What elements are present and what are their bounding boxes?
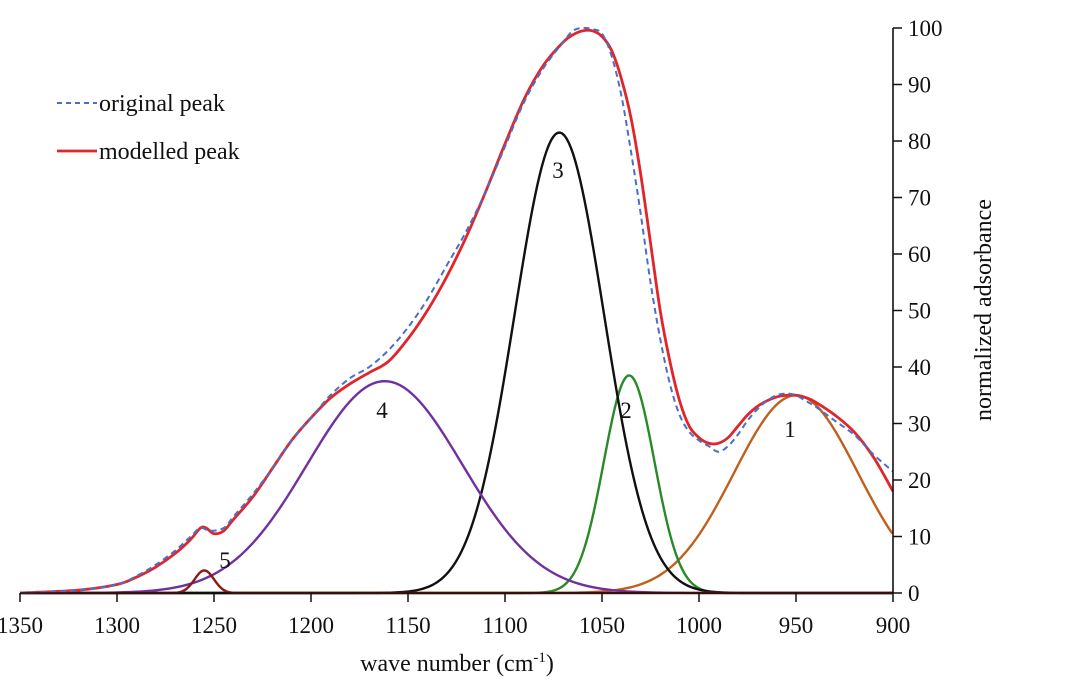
x-ticks: 1350 1300 1250 1200 1150 1100 1050 1000 950 900: [0, 593, 910, 638]
x-tick-label: 900: [876, 613, 911, 638]
legend-label: original peak: [99, 91, 225, 117]
component-label-5: 5: [219, 548, 231, 573]
legend: original peak modelled peak: [57, 91, 240, 165]
x-tick-label: 1300: [94, 613, 140, 638]
legend-label: modelled peak: [99, 139, 240, 165]
y-tick-label: 10: [908, 525, 931, 550]
y-tick-label: 70: [908, 186, 931, 211]
x-axis-title: wave number (cm-1): [360, 650, 554, 677]
y-tick-label: 50: [908, 299, 931, 324]
y-tick-label: 90: [908, 73, 931, 98]
component-peak-3: [20, 131, 893, 595]
y-tick-label: 80: [908, 129, 931, 154]
peak-labels: 1 2 3 4 5: [219, 158, 796, 573]
y-tick-label: 30: [908, 412, 931, 437]
component-label-4: 4: [376, 398, 388, 423]
x-tick-label: 1350: [0, 613, 43, 638]
x-tick-label: 1150: [385, 613, 430, 638]
y-ticks: 0 10 20 30 40 50 60 70 80 90 100: [893, 16, 943, 606]
y-tick-label: 60: [908, 242, 931, 267]
component-label-3: 3: [552, 158, 564, 183]
x-tick-label: 1250: [191, 613, 237, 638]
original-peak-line: [19, 26, 894, 594]
y-axis-title: normalized adsorbance: [971, 199, 997, 421]
modelled-peak-line: [19, 28, 895, 595]
x-tick-label: 1050: [579, 613, 625, 638]
axes-layer: 1350 1300 1250 1200 1150 1100 1050 1000 950 900 0…: [0, 16, 943, 638]
x-tick-label: 950: [779, 613, 814, 638]
component-label-2: 2: [620, 398, 632, 423]
x-tick-label: 1000: [676, 613, 722, 638]
y-tick-label: 0: [908, 581, 920, 606]
y-tick-label: 20: [908, 468, 931, 493]
component-label-1: 1: [784, 417, 796, 442]
y-tick-label: 100: [908, 16, 943, 41]
x-tick-label: 1200: [288, 613, 334, 638]
x-tick-label: 1100: [482, 613, 527, 638]
y-tick-label: 40: [908, 355, 931, 380]
